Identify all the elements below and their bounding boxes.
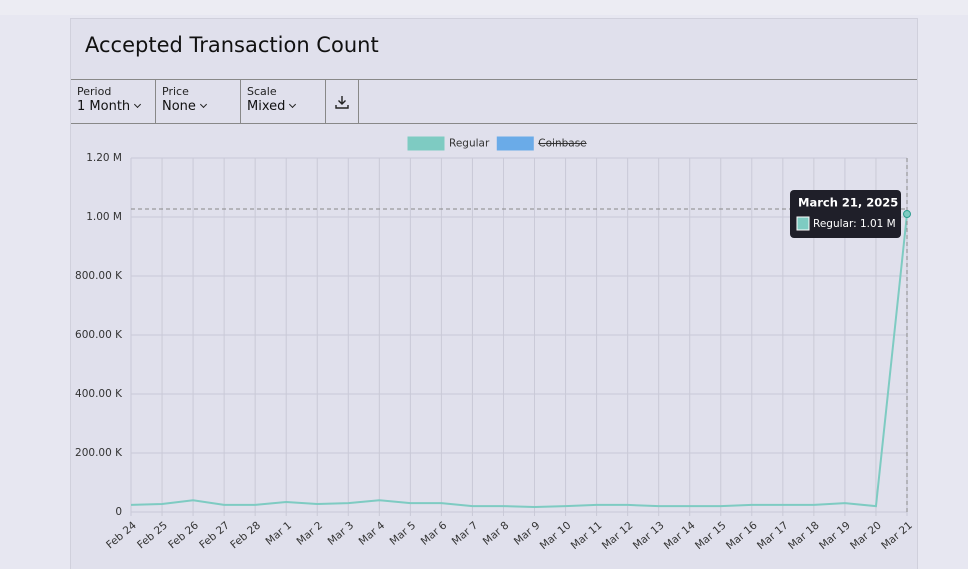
x-tick-label: Mar 3 — [326, 519, 357, 547]
x-tick-label: Feb 28 — [228, 519, 263, 551]
download-button[interactable] — [326, 80, 359, 123]
x-tick-label: Feb 27 — [197, 519, 232, 551]
x-tick-label: Mar 19 — [817, 519, 853, 552]
x-tick-label: Mar 13 — [631, 519, 667, 552]
toolbar: Period 1 Month Price None Scale Mixed — [71, 79, 917, 124]
control-value: 1 Month — [77, 99, 155, 114]
legend-label: Regular — [449, 138, 490, 150]
top-bar — [0, 0, 968, 15]
y-tick-label: 800.00 K — [75, 270, 123, 282]
x-tick-label: Mar 16 — [724, 519, 760, 552]
x-tick-label: Feb 24 — [104, 519, 139, 551]
y-tick-label: 400.00 K — [75, 388, 123, 400]
control-label: Period — [77, 85, 112, 98]
x-tick-label: Feb 26 — [166, 519, 201, 551]
x-tick-label: Mar 5 — [388, 519, 419, 547]
card-title: Accepted Transaction Count — [85, 33, 379, 57]
legend-swatch — [407, 136, 445, 151]
control-label: Price — [162, 85, 189, 98]
legend-label: Coinbase — [538, 138, 586, 150]
y-tick-label: 1.00 M — [86, 211, 122, 223]
x-tick-label: Mar 2 — [295, 519, 326, 547]
x-tick-label: Mar 7 — [450, 519, 481, 547]
y-tick-label: 600.00 K — [75, 329, 123, 341]
tooltip-title: March 21, 2025 — [798, 196, 898, 210]
x-tick-label: Mar 10 — [538, 519, 574, 552]
download-icon — [335, 95, 349, 109]
x-tick-label: Mar 1 — [263, 519, 294, 547]
card: Accepted Transaction Count Period 1 Month… — [70, 18, 918, 569]
control-value: None — [162, 99, 240, 114]
x-tick-label: Mar 6 — [419, 519, 450, 548]
x-tick-label: Mar 20 — [848, 519, 884, 552]
scale-select[interactable]: Scale Mixed — [241, 80, 326, 123]
x-tick-label: Mar 4 — [357, 519, 388, 548]
x-tick-label: Mar 15 — [693, 519, 729, 552]
y-tick-label: 1.20 M — [86, 152, 122, 164]
x-tick-label: Mar 17 — [755, 519, 791, 552]
y-tick-label: 0 — [115, 506, 122, 518]
x-tick-label: Mar 12 — [600, 519, 636, 552]
legend-swatch — [496, 136, 534, 151]
x-tick-label: Feb 25 — [135, 519, 170, 551]
tooltip-box — [790, 190, 901, 238]
x-tick-label: Mar 21 — [879, 519, 915, 552]
period-select[interactable]: Period 1 Month — [71, 80, 156, 123]
hover-point — [903, 210, 911, 219]
x-tick-label: Mar 8 — [481, 519, 512, 547]
x-tick-label: Mar 11 — [569, 519, 605, 552]
x-tick-label: Mar 18 — [786, 519, 822, 552]
tooltip-swatch — [796, 216, 810, 231]
control-value: Mixed — [247, 99, 325, 114]
price-select[interactable]: Price None — [156, 80, 241, 123]
line-series — [130, 213, 908, 508]
control-label: Scale — [247, 85, 277, 98]
x-tick-label: Mar 14 — [662, 519, 698, 552]
y-tick-label: 200.00 K — [75, 447, 123, 459]
tooltip-text: Regular: 1.01 M — [813, 218, 896, 230]
